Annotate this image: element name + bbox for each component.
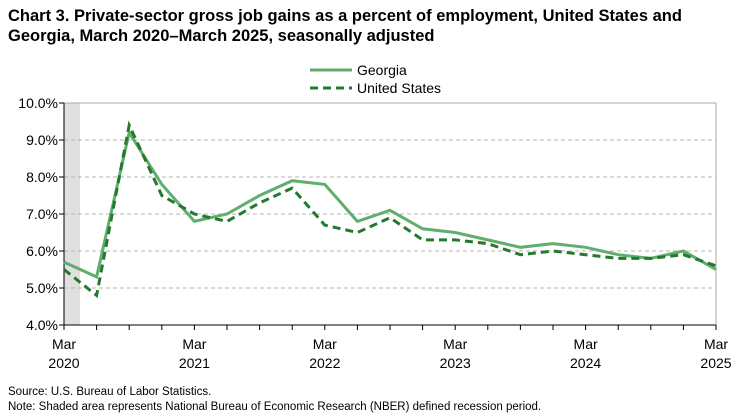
- x-tick-label: 2023: [440, 355, 471, 371]
- x-tick-label: 2025: [700, 355, 731, 371]
- y-tick-label: 10.0%: [18, 95, 58, 111]
- x-tick-label: Mar: [574, 336, 598, 352]
- x-tick-label: Mar: [704, 336, 728, 352]
- recession-note: Note: Shaded area represents National Bu…: [8, 401, 542, 413]
- legend-label: Georgia: [357, 62, 407, 78]
- x-tick-label: Mar: [52, 336, 76, 352]
- y-tick-label: 7.0%: [26, 206, 58, 222]
- x-tick-label: 2021: [179, 355, 210, 371]
- x-tick-label: 2020: [48, 355, 79, 371]
- series-line-georgia: [63, 128, 717, 280]
- chart-title: Chart 3. Private-sector gross job gains …: [8, 7, 682, 45]
- x-tick-label: Mar: [182, 336, 206, 352]
- y-tick-label: 6.0%: [26, 243, 58, 259]
- y-tick-label: 5.0%: [26, 280, 58, 296]
- legend-label: United States: [357, 80, 441, 96]
- series-line-united-states: [63, 120, 717, 299]
- x-tick-label: Mar: [313, 336, 337, 352]
- y-tick-label: 9.0%: [26, 132, 58, 148]
- x-tick-label: 2022: [309, 355, 340, 371]
- x-tick-label: 2024: [570, 355, 601, 371]
- x-tick-label: Mar: [443, 336, 467, 352]
- source-note: Source: U.S. Bureau of Labor Statistics.: [8, 386, 212, 398]
- y-tick-label: 8.0%: [26, 169, 58, 185]
- y-tick-label: 4.0%: [26, 317, 58, 333]
